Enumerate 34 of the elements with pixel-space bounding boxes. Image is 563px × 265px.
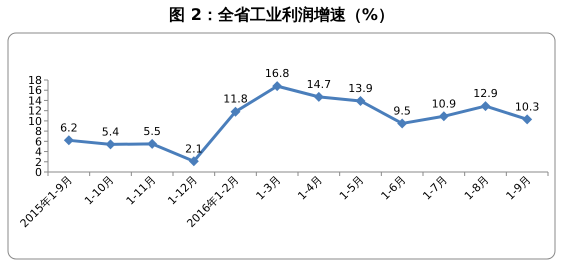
point <box>314 92 324 102</box>
data-label: 5.4 <box>102 125 120 138</box>
point <box>230 106 240 117</box>
data-label: 14.7 <box>306 78 332 91</box>
point <box>106 139 116 150</box>
x-tick-label: 1-4月 <box>295 172 325 203</box>
data-label: 9.5 <box>393 104 411 118</box>
point <box>272 81 282 92</box>
point <box>397 118 408 128</box>
y-tick-label: 18 <box>28 74 42 87</box>
data-label: 11.8 <box>223 92 248 106</box>
point <box>188 156 199 166</box>
chart-title: 图 2：全省工业利润增速（%） <box>169 5 394 24</box>
data-label: 10.9 <box>432 97 456 110</box>
x-tick-label: 1-3月 <box>254 172 284 203</box>
point <box>438 111 449 122</box>
data-label: 13.9 <box>348 82 373 95</box>
data-label: 12.9 <box>473 87 498 100</box>
data-label: 6.2 <box>60 121 78 134</box>
point <box>147 138 158 149</box>
point <box>356 96 366 106</box>
y-tick-label: 0 <box>35 166 42 179</box>
data-label: 10.3 <box>514 100 540 114</box>
x-tick-label: 1-7月 <box>420 172 450 203</box>
x-tick-label: 1-6月 <box>378 172 408 203</box>
data-label: 2.1 <box>185 142 203 156</box>
x-tick-label: 1-5月 <box>336 172 367 203</box>
x-tick-label: 1-8月 <box>462 172 492 203</box>
point <box>522 114 532 124</box>
data-label: 5.5 <box>143 124 161 138</box>
x-tick-label: 1-9月 <box>504 172 534 203</box>
data-label: 16.8 <box>264 67 290 80</box>
point <box>64 135 74 146</box>
point <box>480 101 490 112</box>
